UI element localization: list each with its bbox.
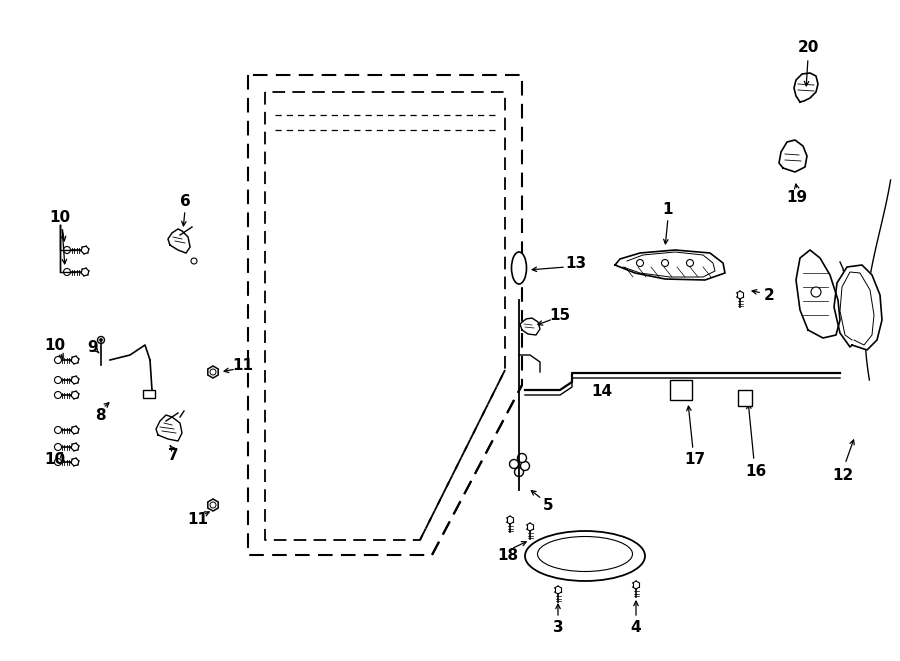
- Text: 20: 20: [797, 40, 819, 56]
- Ellipse shape: [525, 531, 645, 581]
- Ellipse shape: [511, 252, 526, 284]
- Text: 12: 12: [832, 467, 853, 483]
- Text: 18: 18: [498, 549, 518, 563]
- Circle shape: [100, 338, 103, 342]
- Text: 9: 9: [87, 340, 98, 356]
- Text: 10: 10: [44, 338, 66, 352]
- Text: 3: 3: [553, 621, 563, 635]
- Text: 10: 10: [50, 210, 70, 225]
- Circle shape: [97, 336, 104, 344]
- Circle shape: [509, 459, 518, 469]
- Polygon shape: [794, 73, 818, 102]
- Circle shape: [662, 260, 669, 266]
- Text: 5: 5: [543, 498, 553, 514]
- Circle shape: [191, 258, 197, 264]
- Text: 13: 13: [565, 256, 587, 272]
- Text: 16: 16: [745, 465, 767, 479]
- Text: 10: 10: [44, 453, 66, 467]
- Text: 7: 7: [167, 447, 178, 463]
- Polygon shape: [779, 140, 807, 172]
- Text: 8: 8: [94, 407, 105, 422]
- Text: 11: 11: [232, 358, 254, 373]
- Polygon shape: [156, 415, 182, 441]
- Text: 2: 2: [763, 288, 774, 303]
- Polygon shape: [208, 499, 218, 511]
- Polygon shape: [796, 250, 840, 338]
- Text: 6: 6: [180, 194, 191, 210]
- Polygon shape: [520, 318, 540, 335]
- Polygon shape: [615, 250, 725, 280]
- Bar: [670, 380, 692, 400]
- Text: 19: 19: [787, 190, 807, 204]
- Circle shape: [687, 260, 694, 266]
- Bar: [143, 390, 155, 398]
- Text: 1: 1: [662, 202, 673, 217]
- Polygon shape: [208, 366, 218, 378]
- Text: 15: 15: [549, 309, 571, 323]
- Circle shape: [811, 287, 821, 297]
- Circle shape: [515, 467, 524, 477]
- Bar: [738, 390, 752, 406]
- Circle shape: [636, 260, 644, 266]
- Circle shape: [520, 461, 529, 471]
- Text: 14: 14: [591, 385, 613, 399]
- Polygon shape: [834, 265, 882, 350]
- Polygon shape: [168, 229, 190, 253]
- Circle shape: [518, 453, 526, 463]
- Text: 4: 4: [631, 621, 642, 635]
- Text: 17: 17: [684, 453, 706, 467]
- Text: 11: 11: [187, 512, 209, 527]
